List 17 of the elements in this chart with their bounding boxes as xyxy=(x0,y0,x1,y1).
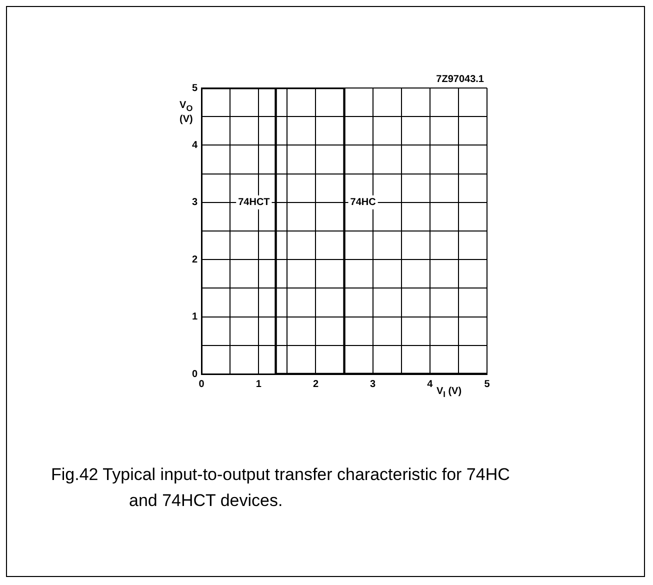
y-tick-label: 0 xyxy=(192,368,198,380)
y-tick-label: 1 xyxy=(192,312,198,323)
y-tick-label: 4 xyxy=(192,140,198,151)
x-tick-label: 2 xyxy=(312,378,319,390)
series-label: 74HCT xyxy=(238,197,270,208)
y-tick-label: 2 xyxy=(192,254,198,266)
x-axis-title: V$_{I}$ (V) xyxy=(436,386,462,399)
y-tick-label: 3 xyxy=(192,197,198,208)
text: 7Z97043.1 xyxy=(436,74,484,85)
caption: Fig.42 Typical input-to-output transfer characteristic for 74HC and 74HCT devices. xyxy=(51,464,511,512)
x-tick-label: 3 xyxy=(370,378,376,390)
x-tick-label: 4 xyxy=(427,378,434,390)
y-axis-title: V$_{O}$ (V) xyxy=(180,100,194,125)
x-tick-label: 5 xyxy=(484,378,490,390)
series-label: 74HC xyxy=(350,197,376,208)
x-tick-label: 1 xyxy=(256,378,262,390)
y-tick-label: 5 xyxy=(192,82,198,94)
